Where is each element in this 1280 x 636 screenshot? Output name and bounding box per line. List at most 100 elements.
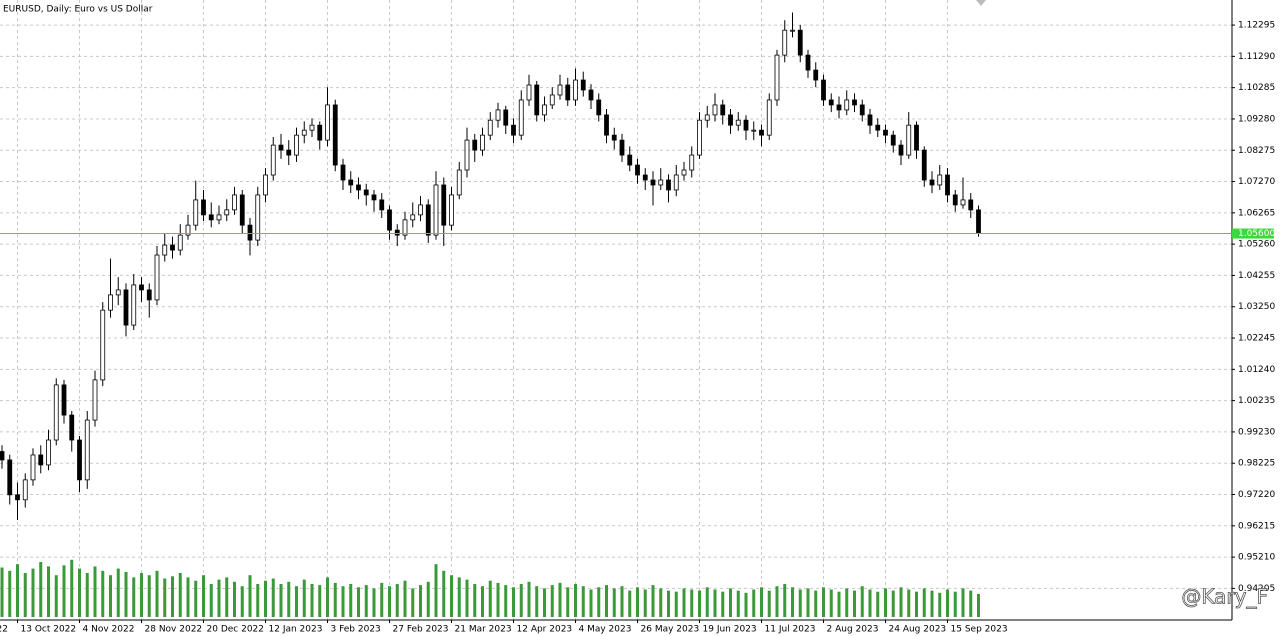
volume-bar [674,591,678,617]
candle-body [666,179,671,191]
candle-body [115,289,121,296]
volume-bar [248,575,252,617]
y-tick-label: 1.12295 [1238,21,1275,31]
volume-bar [264,580,267,617]
x-tick-label: 3 Feb 2023 [331,625,381,635]
volume-bar [519,584,523,617]
volume-bar [256,584,260,617]
volume-bar [659,588,663,617]
candle-body [782,29,788,56]
candle-body [906,124,912,156]
candle-body [371,194,377,201]
x-tick-label: 12 Apr 2023 [517,625,573,635]
volume-bar [171,576,174,617]
volume-bar [217,579,221,617]
candle-body [573,79,578,101]
candle-body [565,84,571,101]
candle-body [294,134,299,156]
candle-body [425,204,431,236]
candle-body [216,214,222,221]
y-tick-label: 0.98225 [1238,459,1275,469]
volume-bar [318,585,322,617]
volume-bar [682,588,686,617]
candle-body [185,224,191,236]
volume-bar [752,589,756,617]
candle-body [735,119,741,126]
volume-bar [395,584,399,617]
volume-bar [295,586,298,617]
volume-bar [860,586,864,617]
volume-bar [822,587,825,617]
candle-body [774,54,780,101]
candle-body [270,144,276,176]
x-tick-label: 11 Jul 2023 [765,625,816,635]
volume-bar [326,577,329,617]
y-tick-label: 1.07270 [1238,177,1275,187]
volume-bar [876,591,880,617]
y-tick-label: 1.04255 [1238,271,1275,281]
volume-bar [496,582,500,617]
volume-bar [636,587,639,617]
volume-bar [705,587,709,617]
grid [0,0,1232,620]
volume-bar [426,581,430,617]
volume-bar [202,575,205,617]
y-tick-label: 1.11290 [1238,52,1275,62]
candle-body [697,119,702,156]
candle-body [720,104,726,116]
candle-body [348,179,354,186]
volume-bar [364,585,368,617]
candle-body [619,139,625,156]
volume-bar [868,589,872,617]
candles [0,12,981,521]
volume-bar [403,580,407,617]
candle-body [69,414,75,441]
candle-body [433,184,439,236]
candle-body [557,84,563,96]
y-tick-label: 1.01240 [1238,365,1275,375]
candle-body [689,154,695,171]
volume-bar [465,579,469,617]
volume-bar [605,585,608,617]
candle-body [503,109,509,126]
volume-bar [85,573,89,617]
candle-body [418,204,423,216]
volume-bar [333,582,337,617]
volumes [0,559,980,617]
volume-bar [101,570,105,617]
candle-body [658,179,664,186]
candle-body [84,419,90,481]
volume-bar [109,575,112,617]
candle-body [580,79,586,91]
candle-body [518,99,524,136]
candle-body [340,164,346,181]
volume-bar [690,589,694,617]
volume-bar [178,573,182,617]
volume-bar [845,588,849,617]
x-tick-label: 13 Oct 2022 [21,625,77,635]
y-tick-label: 1.00235 [1238,396,1275,406]
candle-body [201,199,206,216]
candle-body [712,104,718,116]
candle-body [247,224,253,241]
candle-body [208,214,214,221]
candle-body [487,119,493,136]
volume-bar [721,591,725,617]
volume-bar [884,588,887,617]
chart-title: EURUSD, Daily: Euro vs US Dollar [3,5,153,15]
volume-bar [853,590,856,617]
candle-body [402,219,408,236]
candle-body [681,169,687,176]
candle-body [309,124,315,131]
candle-body [177,234,183,251]
candle-body [728,114,733,126]
candle-body [883,129,888,136]
candle-body [836,104,842,111]
candle-body [542,104,547,116]
volume-bar [597,587,601,617]
candle-body [650,179,656,186]
candle-body [193,199,199,226]
y-tick-label: 1.05260 [1238,240,1275,250]
volume-bar [891,590,895,617]
